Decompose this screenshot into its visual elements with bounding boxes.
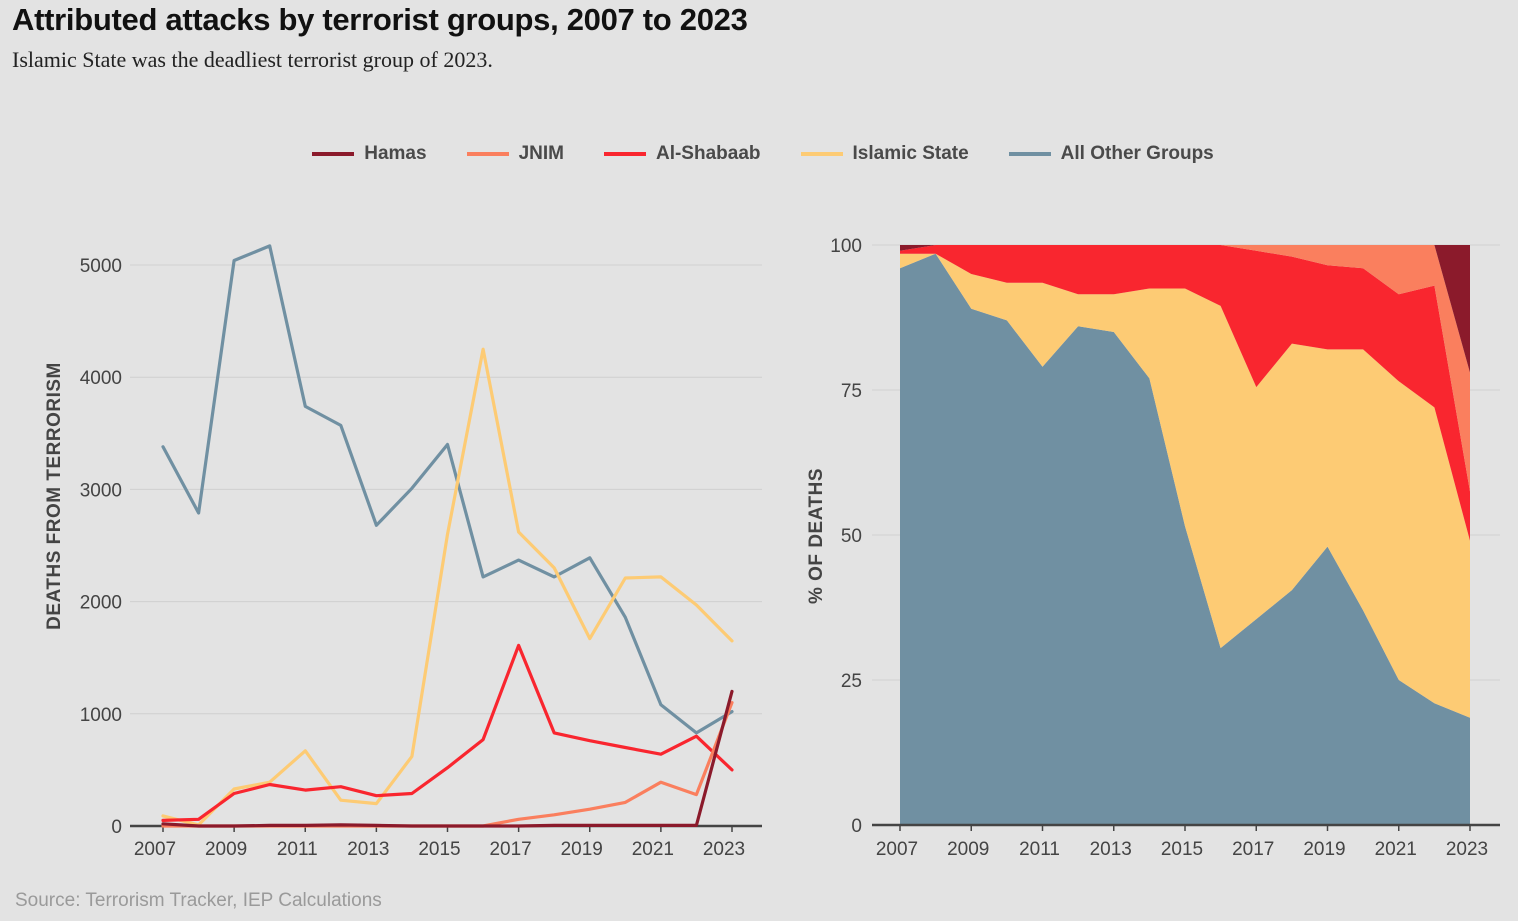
x-tick-label: 2011 xyxy=(1019,839,1060,860)
legend: Hamas JNIM Al-Shabaab Islamic State All … xyxy=(0,143,1518,165)
series-line-islamic-state xyxy=(161,347,734,827)
legend-label-islamic-state: Islamic State xyxy=(852,143,969,164)
x-tick-label: 2009 xyxy=(947,839,989,860)
series-line-hamas xyxy=(161,689,734,828)
legend-item-jnim[interactable]: JNIM xyxy=(466,143,564,165)
y-tick-label: 0 xyxy=(851,816,862,837)
chart-subtitle: Islamic State was the deadliest terroris… xyxy=(12,47,493,72)
legend-label-all-other-groups: All Other Groups xyxy=(1060,143,1214,164)
x-tick-label: 2009 xyxy=(205,839,247,860)
y-tick-label: 50 xyxy=(841,526,862,547)
y-tick-label: 75 xyxy=(841,381,862,402)
y-tick-label: 3000 xyxy=(80,480,122,501)
area-chart: 0 25 50 75 100 2007 2009 2011 2013 2015 2017 2019 20… xyxy=(806,236,1500,860)
y-tick-label: 2000 xyxy=(80,593,122,614)
x-tick-label: 2013 xyxy=(347,839,389,860)
legend-swatch-all-other-groups xyxy=(1008,152,1051,156)
legend-item-islamic-state[interactable]: Islamic State xyxy=(800,143,969,165)
x-tick-label: 2015 xyxy=(1161,839,1203,860)
x-tick-label: 2013 xyxy=(1090,839,1132,860)
y-axis-title: DEATHS FROM TERRORISM xyxy=(44,362,65,630)
legend-swatch-al-shabaab xyxy=(603,152,646,156)
x-tick-label: 2019 xyxy=(1303,839,1345,860)
y-tick-label: 100 xyxy=(830,236,862,257)
area-jnim xyxy=(900,245,1470,492)
series-line-jnim xyxy=(161,700,734,828)
area-islamic-state xyxy=(900,253,1470,718)
x-tick-label: 2019 xyxy=(561,839,603,860)
series-line-all-other-groups xyxy=(161,244,734,735)
x-tick-label: 2007 xyxy=(876,839,918,860)
y-axis-title: % OF DEATHS xyxy=(806,468,827,604)
legend-item-hamas[interactable]: Hamas xyxy=(312,143,427,165)
x-tick-label: 2023 xyxy=(1446,839,1488,860)
y-tick-label: 25 xyxy=(841,671,862,692)
area-al-shabaab xyxy=(900,245,1470,541)
legend-label-jnim: JNIM xyxy=(518,143,564,164)
legend-swatch-islamic-state xyxy=(800,152,843,156)
area-all-other-groups xyxy=(900,253,1470,825)
legend-swatch-jnim xyxy=(466,152,509,156)
legend-label-al-shabaab: Al-Shabaab xyxy=(655,143,761,164)
legend-label-hamas: Hamas xyxy=(364,143,427,164)
legend-item-all-other-groups[interactable]: All Other Groups xyxy=(1008,143,1214,165)
line-chart: 0 1000 2000 3000 4000 5000 2007 2009 2011 2013 201… xyxy=(44,244,762,860)
source-note: Source: Terrorism Tracker, IEP Calculati… xyxy=(15,890,382,911)
legend-swatch-hamas xyxy=(312,152,355,156)
y-tick-label: 4000 xyxy=(80,368,122,389)
x-tick-label: 2015 xyxy=(418,839,460,860)
y-tick-label: 5000 xyxy=(80,256,122,277)
x-tick-label: 2017 xyxy=(489,839,531,860)
x-tick-label: 2023 xyxy=(703,839,745,860)
x-tick-label: 2007 xyxy=(134,839,176,860)
y-tick-label: 0 xyxy=(111,817,122,838)
x-tick-label: 2011 xyxy=(277,839,318,860)
chart-title: Attributed attacks by terrorist groups, … xyxy=(12,2,748,37)
legend-item-al-shabaab[interactable]: Al-Shabaab xyxy=(603,143,761,165)
series-line-al-shabaab xyxy=(161,643,734,823)
x-tick-label: 2017 xyxy=(1232,839,1274,860)
y-tick-label: 1000 xyxy=(80,705,122,726)
x-tick-label: 2021 xyxy=(1375,839,1417,860)
x-tick-label: 2021 xyxy=(632,839,674,860)
